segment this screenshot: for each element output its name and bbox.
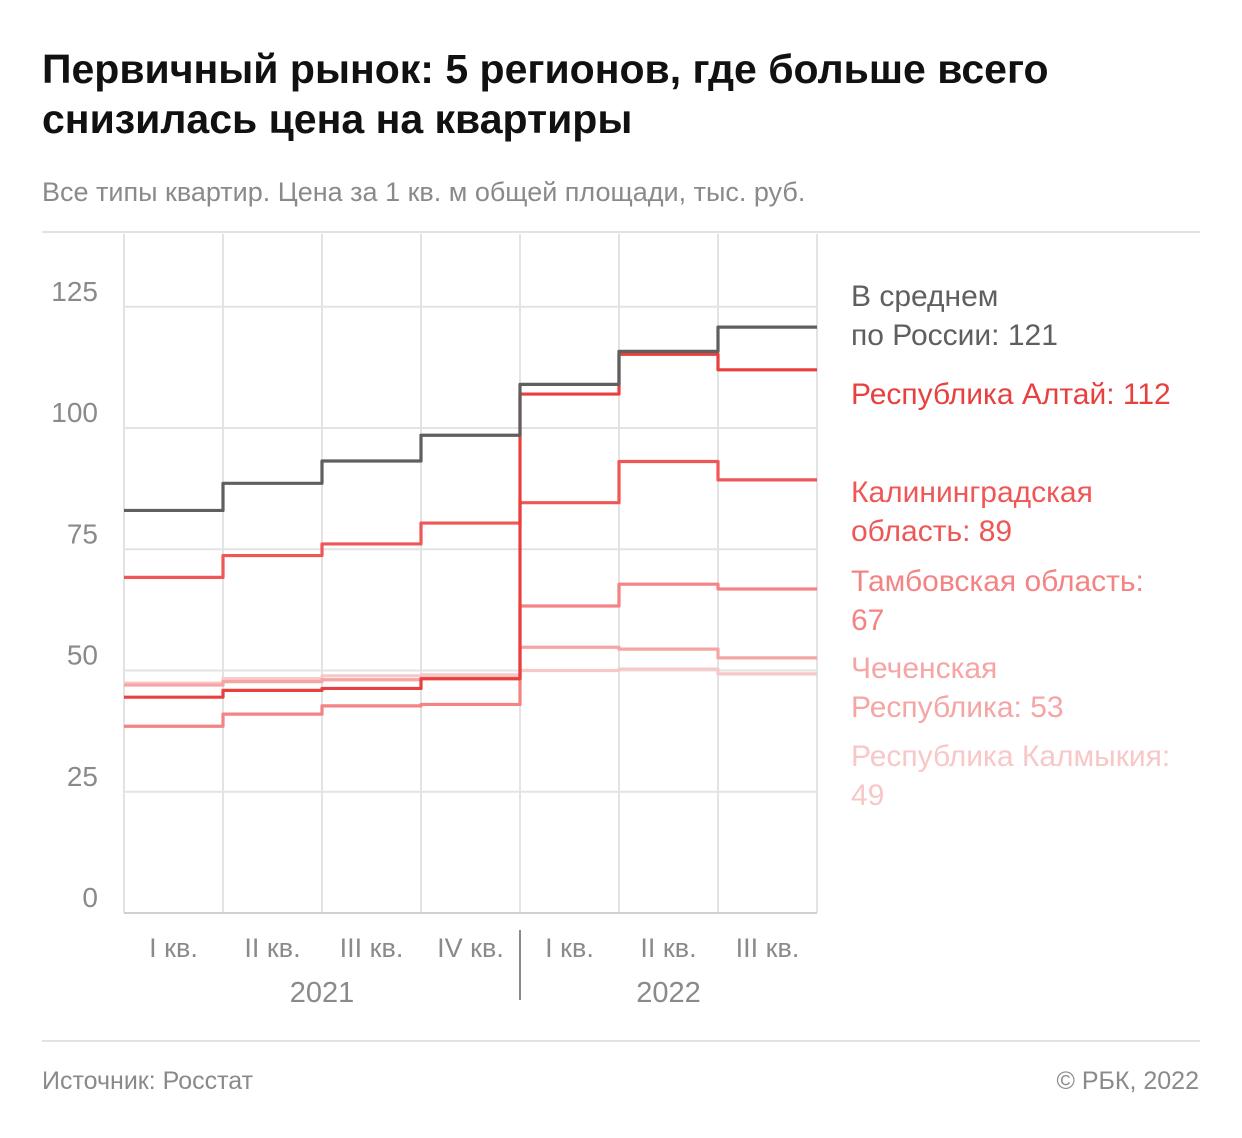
series-line xyxy=(124,352,817,699)
year-label: 2021 xyxy=(290,977,355,1009)
x-tick-label: II кв. xyxy=(640,933,696,963)
top-divider xyxy=(42,231,1200,233)
series-line xyxy=(124,459,817,579)
x-tick-label: I кв. xyxy=(149,933,198,963)
series-label-line: Республика Алтай: 112 xyxy=(851,378,1171,411)
series-label: Калининградская область: 89 xyxy=(851,476,1093,548)
x-tick-label: III кв. xyxy=(340,933,404,963)
x-tick-label: II кв. xyxy=(244,933,300,963)
year-label: 2022 xyxy=(636,977,701,1009)
series-lines xyxy=(124,325,817,728)
x-tick-label: III кв. xyxy=(736,933,800,963)
copyright: © РБК, 2022 xyxy=(1056,1067,1199,1095)
series-label-line: область: 89 xyxy=(851,515,1012,548)
chart-subtitle: Все типы квартир. Цена за 1 кв. м общей … xyxy=(42,177,806,207)
series-label-line: Республика Калмыкия: xyxy=(851,740,1170,773)
axes: 0 25 50 75 100 125 I кв. II кв. III кв. IV кв. I к… xyxy=(51,276,817,1009)
series-label-line: Чеченская xyxy=(851,652,997,685)
series-label: Республика Алтай: 112 xyxy=(851,378,1171,411)
series-line xyxy=(124,582,817,728)
y-tick-label: 75 xyxy=(67,518,98,549)
series-label-line: В среднем xyxy=(851,280,998,313)
series-line xyxy=(124,325,817,513)
series-line xyxy=(124,667,817,685)
x-tick-label: IV кв. xyxy=(437,933,504,963)
y-tick-label: 50 xyxy=(67,640,98,671)
series-label-line: 67 xyxy=(851,604,884,637)
y-tick-label: 25 xyxy=(67,761,98,792)
series-label: Чеченская Республика: 53 xyxy=(851,652,1064,724)
source-note: Источник: Росстат xyxy=(42,1067,254,1095)
series-label: Республика Калмыкия: 49 xyxy=(851,740,1170,812)
series-label-line: Калининградская xyxy=(851,476,1093,509)
series-labels: В среднем по России: 121 Республика Алтай:… xyxy=(851,280,1171,812)
x-tick-label: I кв. xyxy=(545,933,594,963)
series-label-line: Республика: 53 xyxy=(851,691,1064,724)
grid xyxy=(123,234,818,913)
series-label-line: 49 xyxy=(851,779,884,812)
series-label-line: по России: 121 xyxy=(851,319,1058,352)
step-line-chart: 0 25 50 75 100 125 I кв. II кв. III кв. IV кв. I к… xyxy=(51,234,1171,1009)
y-tick-label: 100 xyxy=(51,397,98,428)
y-tick-label: 0 xyxy=(82,882,98,913)
chart-title: Первичный рынок: 5 регионов, где больше … xyxy=(42,46,1049,142)
y-tick-label: 125 xyxy=(51,276,98,307)
series-label: В среднем по России: 121 xyxy=(851,280,1058,352)
series-label-line: Тамбовская область: xyxy=(851,565,1144,598)
bottom-divider xyxy=(42,1040,1200,1042)
series-label: Тамбовская область: 67 xyxy=(851,565,1144,637)
